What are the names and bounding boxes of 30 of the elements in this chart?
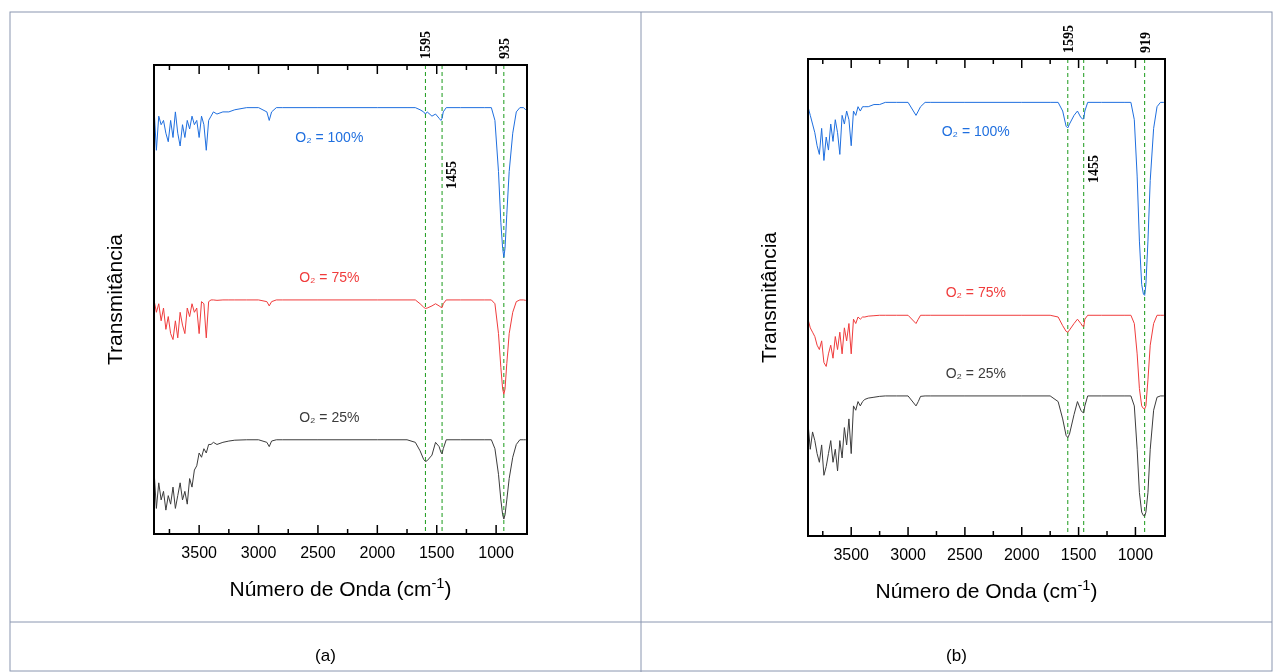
x-tick-label: 2000	[359, 544, 396, 561]
series-label: O₂ = 25%	[945, 364, 1006, 381]
x-tick-label: 3500	[833, 546, 870, 563]
x-axis-title: Número de Onda (cm$^{-1}$)	[875, 577, 1098, 602]
series-label: O₂ = 75%	[299, 268, 360, 285]
x-tick-label: 3000	[890, 546, 926, 563]
text: (b)	[946, 646, 967, 665]
series-label: O₂ = 25%	[299, 408, 360, 425]
x-tick-label: 1500	[418, 544, 455, 561]
y-axis-title: Transmitância	[103, 233, 126, 366]
x-tick-label: 3000	[240, 544, 277, 561]
series-label: O₂ = 100%	[941, 123, 1010, 140]
x-tick-label: 1500	[1060, 546, 1097, 563]
ref-line-label: 935	[496, 38, 512, 59]
ref-line-label: 1455	[1085, 155, 1101, 183]
ref-line-label: 1595	[418, 31, 434, 59]
x-tick-label: 1000	[1117, 546, 1154, 563]
ref-line-label: 919	[1137, 32, 1153, 53]
ref-line-label: 1595	[1060, 25, 1076, 53]
x-tick-label: 3500	[181, 544, 218, 561]
x-tick-label: 2000	[1003, 546, 1040, 563]
x-tick-label: 2500	[300, 544, 336, 561]
ref-line-label: 1455	[444, 161, 460, 189]
x-tick-label: 2500	[947, 546, 983, 563]
x-axis-title: Número de Onda (cm$^{-1}$)	[229, 575, 452, 600]
series-label: O₂ = 75%	[945, 284, 1006, 301]
series-label: O₂ = 100%	[295, 128, 364, 145]
text: (a)	[315, 646, 336, 665]
y-axis-title: Transmitância	[757, 231, 780, 364]
x-tick-label: 1000	[478, 544, 515, 561]
